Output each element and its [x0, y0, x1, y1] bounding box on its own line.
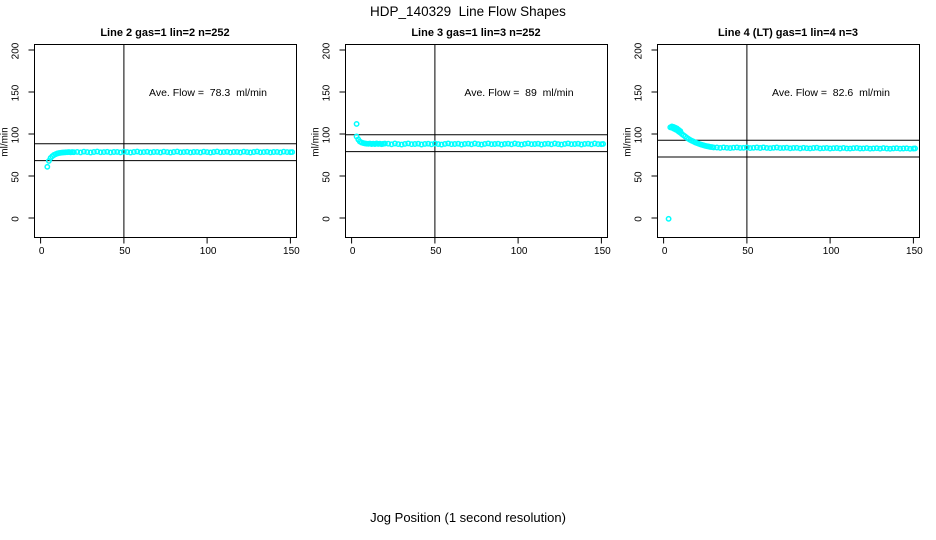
y-axis-label: ml/min [0, 127, 11, 157]
x-tick-label: 0 [38, 246, 45, 257]
y-tick-label: 50 [633, 171, 645, 183]
panel-line-3: Line 3 gas=1 lin=3 n=252 Ave. Flow = 89 … [311, 27, 611, 257]
panel-line-4: Line 4 (LT) gas=1 lin=4 n=3 Ave. Flow = … [623, 27, 923, 257]
y-tick-label: 200 [10, 42, 22, 60]
x-axis-label: Jog Position (1 second resolution) [370, 510, 566, 525]
y-tick-label: 100 [10, 126, 22, 144]
x-tick-label: 0 [349, 246, 356, 257]
panel-line-2: Line 2 gas=1 lin=2 n=252 Ave. Flow = 78.… [0, 27, 300, 257]
y-tick-label: 100 [633, 126, 645, 144]
x-tick-label: 0 [661, 246, 668, 257]
ave-flow-annotation: Ave. Flow = 89 ml/min [464, 87, 574, 99]
y-tick-label: 100 [321, 126, 333, 144]
x-tick-label: 150 [283, 246, 300, 257]
x-tick-label: 150 [906, 246, 923, 257]
ave-flow-annotation: Ave. Flow = 78.3 ml/min [149, 87, 267, 99]
panel-title: Line 3 gas=1 lin=3 n=252 [411, 27, 541, 39]
scatter-plot [651, 44, 920, 244]
y-tick-label: 200 [633, 42, 645, 60]
scatter-plot [339, 44, 608, 244]
panel-title: Line 4 (LT) gas=1 lin=4 n=3 [717, 27, 859, 39]
x-tick-label: 100 [199, 246, 217, 257]
ave-flow-annotation: Ave. Flow = 82.6 ml/min [772, 87, 890, 99]
y-tick-label: 200 [321, 42, 333, 60]
y-tick-label: 150 [10, 84, 22, 102]
y-axis-label: ml/min [622, 127, 634, 157]
y-tick-label: 0 [321, 216, 333, 222]
chart-title: HDP_140329 Line Flow Shapes [370, 4, 566, 19]
x-tick-label: 150 [594, 246, 611, 257]
x-tick-label: 100 [822, 246, 840, 257]
y-tick-label: 0 [633, 216, 645, 222]
x-tick-label: 50 [430, 246, 442, 257]
x-tick-label: 50 [742, 246, 754, 257]
y-tick-label: 50 [10, 171, 22, 183]
y-tick-label: 0 [10, 216, 22, 222]
x-tick-label: 100 [510, 246, 528, 257]
y-tick-label: 150 [633, 84, 645, 102]
x-tick-label: 50 [119, 246, 131, 257]
y-tick-label: 150 [321, 84, 333, 102]
y-tick-label: 50 [321, 171, 333, 183]
scatter-plot [28, 44, 297, 244]
y-axis-label: ml/min [310, 127, 322, 157]
panel-title: Line 2 gas=1 lin=2 n=252 [100, 27, 230, 39]
